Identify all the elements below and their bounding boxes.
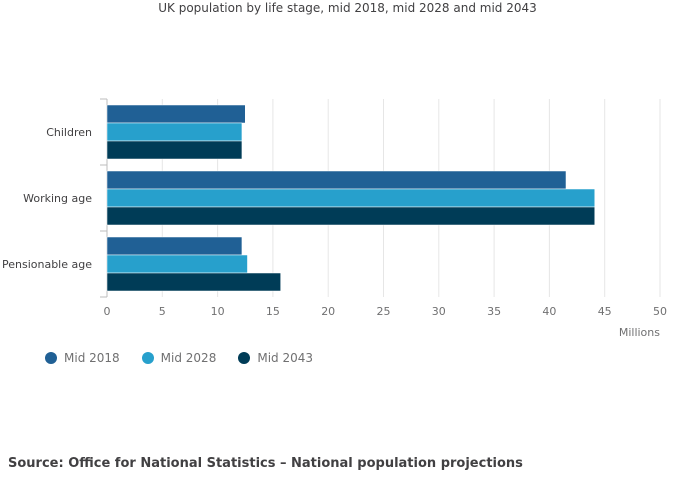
legend-swatch <box>238 352 251 364</box>
bar-mid-2028 <box>106 122 243 142</box>
x-tick-label: 5 <box>159 305 166 318</box>
legend-label: Mid 2018 <box>64 351 120 365</box>
x-tick-label: 35 <box>487 305 501 318</box>
x-tick-label: 30 <box>432 305 446 318</box>
x-tick-label: 10 <box>211 305 225 318</box>
bar-mid-2018 <box>106 104 246 124</box>
x-tick-label: 50 <box>653 305 667 318</box>
x-tick-label: 45 <box>598 305 612 318</box>
x-tick-label: 20 <box>321 305 335 318</box>
legend-item[interactable]: Mid 2028 <box>141 351 217 365</box>
legend: Mid 2018 Mid 2028 Mid 2043 <box>45 351 313 365</box>
category-label: Pensionable age <box>2 258 92 271</box>
bar-mid-2043 <box>106 272 281 292</box>
legend-item[interactable]: Mid 2043 <box>238 351 313 365</box>
category-label: Children <box>46 126 92 139</box>
category-label: Working age <box>23 192 92 205</box>
x-tick-label: 25 <box>377 305 391 318</box>
bar-mid-2028 <box>106 254 248 274</box>
bar-mid-2028 <box>106 188 595 208</box>
legend-label: Mid 2028 <box>160 351 217 365</box>
x-tick-label: 0 <box>104 305 111 318</box>
bar-mid-2043 <box>106 206 595 226</box>
legend-label: Mid 2043 <box>257 351 314 365</box>
source-note: Source: Office for National Statistics –… <box>8 456 523 471</box>
legend-item[interactable]: Mid 2018 <box>45 351 120 365</box>
chart-title: UK population by life stage, mid 2018, m… <box>158 1 537 15</box>
bar-mid-2018 <box>106 170 567 190</box>
x-tick-label: 40 <box>542 305 556 318</box>
bar-mid-2043 <box>106 140 243 160</box>
legend-swatch <box>45 352 57 364</box>
x-axis-label: Millions <box>619 326 660 339</box>
x-tick-label: 15 <box>266 305 280 318</box>
bar-mid-2018 <box>106 236 243 256</box>
legend-swatch <box>141 352 154 364</box>
